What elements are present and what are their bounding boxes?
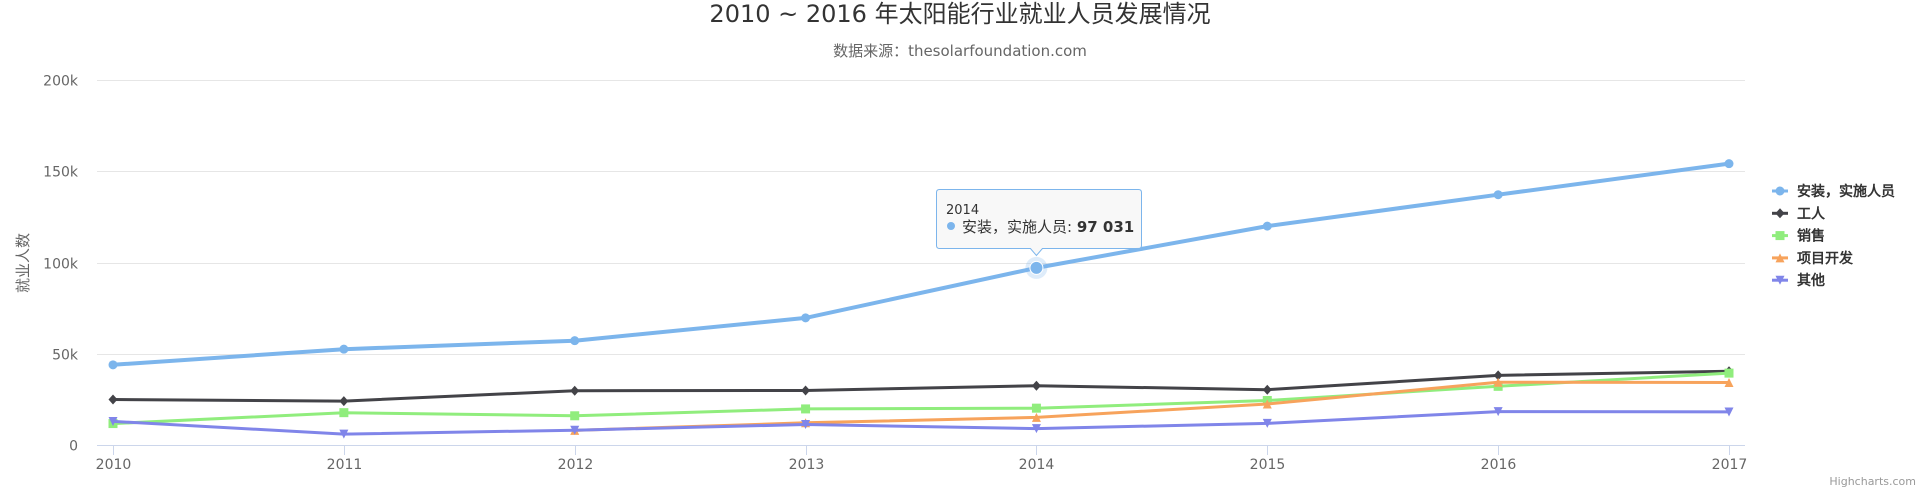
chart-subtitle: 数据来源：thesolarfoundation.com — [833, 42, 1087, 60]
series-line[interactable] — [111, 369, 1731, 403]
series-line[interactable] — [111, 410, 1731, 436]
square-marker-icon[interactable] — [801, 404, 811, 414]
circle-marker-icon[interactable] — [801, 313, 811, 323]
x-tick-label: 2016 — [1481, 457, 1517, 473]
square-marker-icon[interactable] — [1031, 403, 1041, 413]
diamond-marker-icon[interactable] — [108, 394, 118, 405]
triangle-down-marker-icon[interactable] — [339, 429, 349, 439]
legend-label[interactable]: 其他 — [1797, 272, 1825, 289]
y-tick-label: 50k — [52, 348, 79, 364]
triangle-marker-icon[interactable] — [1031, 412, 1041, 422]
square-marker-icon — [1775, 231, 1785, 241]
triangle-marker-icon[interactable] — [1724, 378, 1734, 388]
x-tick-label: 2013 — [789, 457, 825, 473]
x-tick-label: 2017 — [1712, 457, 1748, 473]
x-tick-label: 2012 — [558, 457, 594, 473]
legend-item[interactable]: 销售 — [1772, 228, 1825, 245]
credits-link[interactable]: Highcharts.com — [1829, 475, 1916, 488]
tooltip-header: 2014 — [946, 203, 979, 218]
diamond-marker-icon[interactable] — [1493, 370, 1503, 381]
legend-label[interactable]: 安装，实施人员 — [1797, 183, 1895, 200]
tooltip-series-label: 安装，实施人员: — [962, 218, 1077, 236]
triangle-down-marker-icon[interactable] — [1031, 424, 1041, 434]
y-tick-label: 200k — [43, 74, 79, 90]
chart-title: 2010 ~ 2016 年太阳能行业就业人员发展情况 — [709, 0, 1210, 28]
legend-label[interactable]: 工人 — [1797, 205, 1826, 222]
triangle-down-marker-icon[interactable] — [801, 419, 811, 429]
circle-marker-icon[interactable] — [570, 336, 580, 346]
circle-marker-icon[interactable] — [1724, 159, 1734, 169]
triangle-down-marker-icon[interactable] — [1724, 407, 1734, 417]
triangle-down-marker-icon — [1775, 275, 1785, 285]
series-line[interactable] — [111, 371, 1731, 426]
diamond-marker-icon[interactable] — [570, 385, 580, 396]
square-marker-icon[interactable] — [1724, 368, 1734, 378]
circle-marker-icon[interactable] — [1262, 221, 1272, 231]
diamond-marker-icon[interactable] — [1031, 380, 1041, 391]
legend-label[interactable]: 项目开发 — [1797, 250, 1854, 267]
square-marker-icon[interactable] — [570, 411, 580, 421]
tooltip-box — [936, 189, 1142, 257]
diamond-marker-icon[interactable] — [339, 396, 349, 407]
y-tick-label: 150k — [43, 165, 79, 181]
diamond-marker-icon — [1775, 208, 1785, 219]
y-gridlines — [97, 80, 1745, 355]
diamond-marker-icon[interactable] — [1262, 384, 1272, 395]
triangle-down-marker-icon[interactable] — [570, 425, 580, 435]
y-axis: 0 50k 100k 150k 200k — [43, 74, 79, 455]
tooltip-series-dot-icon — [947, 222, 955, 230]
legend-item[interactable]: 项目开发 — [1772, 250, 1854, 267]
triangle-marker-icon[interactable] — [1262, 399, 1272, 409]
y-tick-label: 100k — [43, 257, 79, 273]
legend-item[interactable]: 工人 — [1772, 205, 1826, 222]
diamond-marker-icon[interactable] — [801, 385, 811, 396]
series-group — [108, 159, 1734, 439]
circle-marker-icon — [1775, 186, 1785, 196]
triangle-marker-icon — [1775, 253, 1785, 263]
square-marker-icon[interactable] — [339, 408, 349, 418]
x-tick-label: 2011 — [327, 457, 363, 473]
circle-marker-icon[interactable] — [339, 344, 349, 354]
legend-item[interactable]: 安装，实施人员 — [1772, 183, 1895, 200]
legend-item[interactable]: 其他 — [1772, 272, 1825, 289]
y-tick-label: 0 — [69, 439, 78, 455]
y-axis-title: 就业人数 — [14, 233, 32, 293]
hover-point-icon[interactable] — [1029, 260, 1044, 275]
x-tick-label: 2015 — [1250, 457, 1286, 473]
tooltip-value: 97 031 — [1077, 218, 1134, 236]
triangle-down-marker-icon[interactable] — [108, 416, 118, 426]
tooltip-text: 安装，实施人员: 97 031 — [962, 218, 1134, 236]
series-4 — [108, 407, 1734, 439]
series-0 — [108, 159, 1734, 370]
triangle-marker-icon[interactable] — [1493, 377, 1503, 387]
circle-marker-icon[interactable] — [108, 360, 118, 370]
x-tick-label: 2010 — [96, 457, 132, 473]
series-line[interactable] — [111, 161, 1731, 367]
circle-marker-icon[interactable] — [1493, 190, 1503, 200]
x-tick-label: 2014 — [1019, 457, 1055, 473]
legend-label[interactable]: 销售 — [1797, 228, 1825, 245]
triangle-down-marker-icon[interactable] — [1493, 407, 1503, 417]
triangle-down-marker-icon[interactable] — [1262, 418, 1272, 428]
x-axis: 2010 2011 2012 2013 2014 2015 2016 2017 — [96, 445, 1748, 473]
